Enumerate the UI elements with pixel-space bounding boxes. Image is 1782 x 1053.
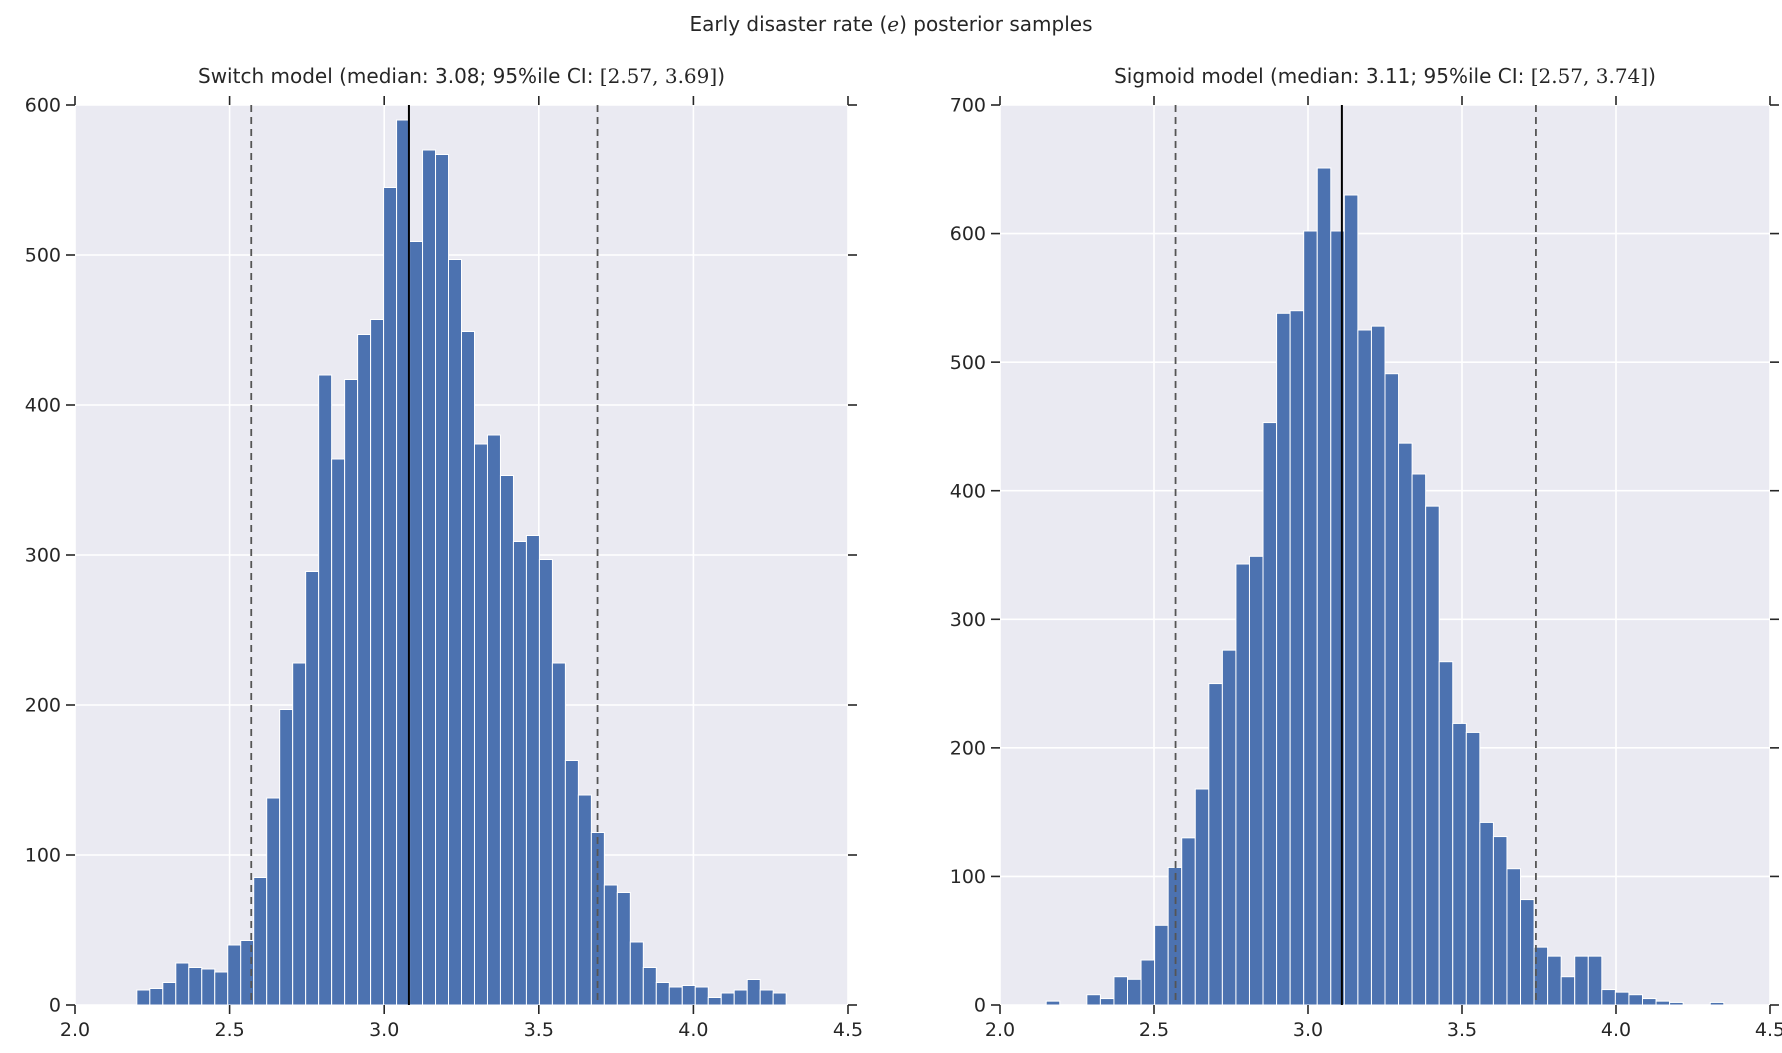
switch-plot-title-close: ) bbox=[717, 64, 725, 88]
svg-text:4.5: 4.5 bbox=[1755, 1019, 1782, 1041]
svg-text:300: 300 bbox=[950, 609, 986, 631]
svg-text:100: 100 bbox=[950, 866, 986, 888]
sigmoid-plot-title-text: Sigmoid model (median: 3.11; 95%ile CI: bbox=[1114, 64, 1531, 88]
svg-text:3.0: 3.0 bbox=[369, 1019, 399, 1041]
svg-text:400: 400 bbox=[25, 395, 61, 417]
sigmoid-plot-title: Sigmoid model (median: 3.11; 95%ile CI: … bbox=[1000, 64, 1770, 88]
sigmoid-model-histogram: 0 100 200 300 400 500 600 700 2.0 2.5 3.0 3.5 4.0 4.5 bbox=[950, 95, 1782, 1041]
svg-text:3.5: 3.5 bbox=[524, 1019, 554, 1041]
svg-text:4.0: 4.0 bbox=[678, 1019, 708, 1041]
switch-plot-title-ci: [2.57, 3.69] bbox=[599, 64, 718, 88]
svg-text:300: 300 bbox=[25, 545, 61, 567]
switch-plot-title-text: Switch model (median: 3.08; 95%ile CI: bbox=[198, 64, 600, 88]
svg-text:0: 0 bbox=[974, 995, 986, 1017]
svg-text:200: 200 bbox=[950, 738, 986, 760]
switch-plot-title: Switch model (median: 3.08; 95%ile CI: [… bbox=[75, 64, 848, 88]
svg-text:0: 0 bbox=[49, 995, 61, 1017]
figure-title-math-e: e bbox=[887, 12, 900, 36]
svg-text:600: 600 bbox=[25, 95, 61, 117]
switch-model-histogram: 0 100 200 300 400 500 600 2.0 2.5 3.0 3.5 4.0 4.5 bbox=[25, 95, 863, 1041]
figure-title-suffix: ) posterior samples bbox=[899, 12, 1093, 36]
svg-text:100: 100 bbox=[25, 845, 61, 867]
figure-title: Early disaster rate (e) posterior sample… bbox=[0, 12, 1782, 36]
svg-text:4.0: 4.0 bbox=[1601, 1019, 1631, 1041]
svg-text:500: 500 bbox=[950, 352, 986, 374]
svg-text:2.5: 2.5 bbox=[214, 1019, 244, 1041]
svg-text:500: 500 bbox=[25, 245, 61, 267]
svg-text:2.0: 2.0 bbox=[985, 1019, 1015, 1041]
sigmoid-plot-title-ci: [2.57, 3.74] bbox=[1530, 64, 1649, 88]
svg-text:200: 200 bbox=[25, 695, 61, 717]
svg-text:2.0: 2.0 bbox=[60, 1019, 90, 1041]
figure-title-prefix: Early disaster rate ( bbox=[689, 12, 888, 36]
svg-text:2.5: 2.5 bbox=[1139, 1019, 1169, 1041]
svg-text:3.5: 3.5 bbox=[1447, 1019, 1477, 1041]
svg-text:3.0: 3.0 bbox=[1293, 1019, 1323, 1041]
svg-text:400: 400 bbox=[950, 480, 986, 502]
sigmoid-plot-title-close: ) bbox=[1648, 64, 1656, 88]
svg-text:4.5: 4.5 bbox=[833, 1019, 863, 1041]
svg-text:700: 700 bbox=[950, 95, 986, 117]
svg-text:600: 600 bbox=[950, 223, 986, 245]
